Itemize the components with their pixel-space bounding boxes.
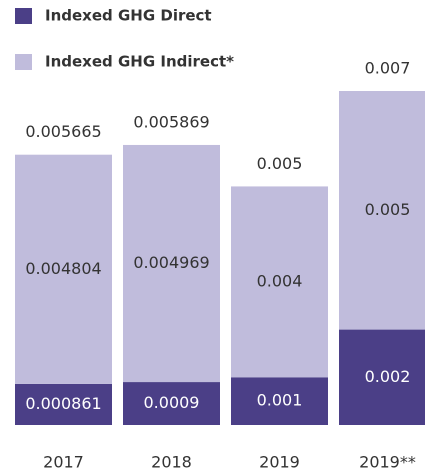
bar-segment: [231, 186, 328, 378]
total-label: 0.005: [257, 154, 303, 173]
bar-segment: [123, 382, 220, 425]
bar-segment: [339, 91, 425, 330]
value-label: 0.000861: [25, 394, 101, 413]
value-label: 0.001: [257, 391, 303, 410]
value-label: 0.004804: [25, 259, 101, 278]
x-tick-label: 2017: [43, 453, 84, 472]
bar-segment: [15, 154, 112, 384]
legend-swatch: [15, 54, 32, 70]
bar-segment: [15, 383, 112, 425]
legend-label: Indexed GHG Indirect*: [45, 53, 234, 71]
legend-swatch: [15, 8, 32, 24]
x-tick-label: 2019**: [359, 453, 416, 472]
value-label: 0.005: [365, 200, 411, 219]
total-label: 0.007: [365, 59, 411, 78]
total-label: 0.005869: [133, 112, 209, 131]
value-label: 0.0009: [144, 393, 200, 412]
x-tick-label: 2019: [259, 453, 300, 472]
value-label: 0.002: [365, 367, 411, 386]
value-label: 0.004: [257, 271, 303, 290]
bar-segment: [231, 377, 328, 425]
total-label: 0.005665: [25, 122, 101, 141]
bar-segment: [339, 329, 425, 425]
legend-label: Indexed GHG Direct: [45, 7, 212, 25]
value-label: 0.004969: [133, 253, 209, 272]
bar-segment: [123, 144, 220, 383]
x-tick-label: 2018: [151, 453, 192, 472]
